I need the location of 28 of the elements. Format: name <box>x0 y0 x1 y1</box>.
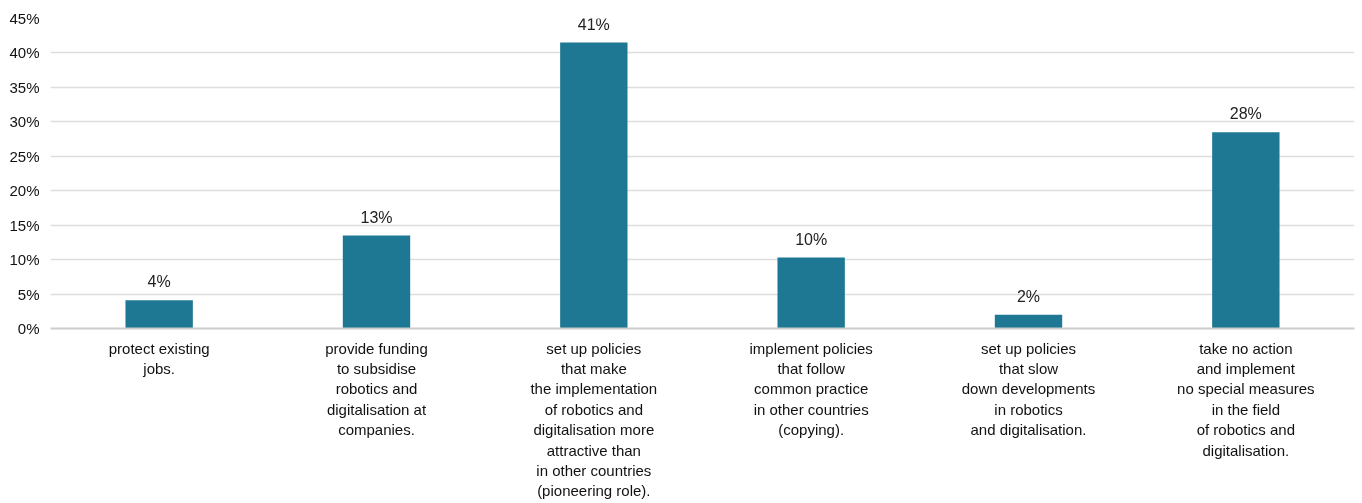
data-label: 41% <box>577 15 610 33</box>
bar <box>1212 132 1280 329</box>
bar <box>777 257 845 329</box>
y-tick-label: 45% <box>9 10 40 27</box>
y-tick-label: 15% <box>9 216 40 234</box>
y-tick-label: 40% <box>9 44 40 62</box>
data-label: 28% <box>1229 105 1262 123</box>
x-tick-label: take no action and implement no special measures in the field of robotics and digitalisation. <box>1177 339 1315 459</box>
data-label: 13% <box>360 208 393 226</box>
y-tick-label: 35% <box>9 78 40 96</box>
y-tick-label: 30% <box>9 113 40 131</box>
y-tick-label: 25% <box>9 147 40 165</box>
bar <box>125 300 193 329</box>
bar <box>342 235 411 329</box>
x-tick-label: implement policies that follow common practice in other countries (copying). <box>749 339 873 439</box>
x-tick-label: provide funding to subsidise robotics and digitalisation at companies. <box>325 339 428 439</box>
y-tick-label: 5% <box>17 285 40 303</box>
data-label: 10% <box>795 230 828 248</box>
data-label: 2% <box>1016 287 1041 305</box>
data-label: 4% <box>147 273 171 291</box>
x-tick-label: set up policies that slow down developments in robotics and digitalisation. <box>961 339 1096 439</box>
y-tick-label: 20% <box>9 182 40 200</box>
y-tick-label: 0% <box>17 320 40 337</box>
bar <box>560 42 628 329</box>
bar <box>994 314 1063 329</box>
y-tick-label: 10% <box>9 251 40 269</box>
x-tick-label: set up policies that make the implementation of robotics and digitalisation more attractive than in other countries (pioneering role). <box>530 339 658 500</box>
x-tick-label: protect existing jobs. <box>108 339 210 377</box>
